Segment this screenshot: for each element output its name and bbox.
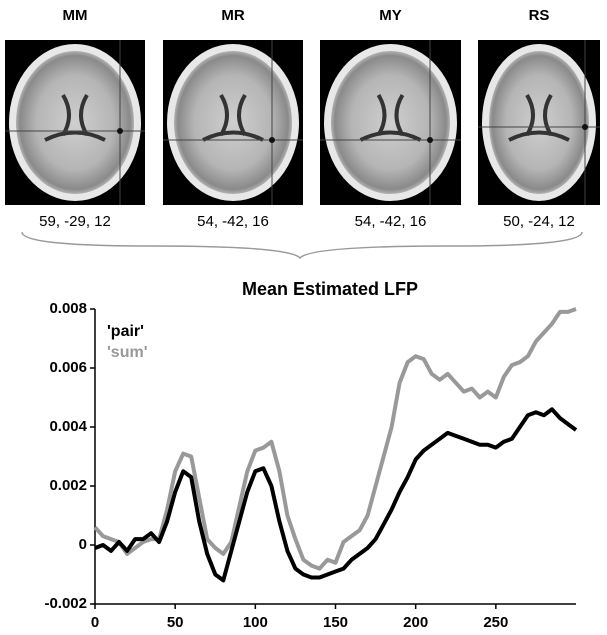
y-tick-label: -0.002 [44,595,87,612]
brain-label: MM [63,7,88,24]
crosshair-dot [427,137,433,143]
brain-tissue [174,51,292,194]
crosshair-dot [269,137,275,143]
x-tick-label: 150 [323,614,348,631]
x-tick-label: 100 [243,614,268,631]
series-line [95,309,576,569]
coordinates: 59, -29, 12 [39,213,111,230]
crosshair-dot [582,124,588,130]
y-tick-label: 0 [79,536,87,553]
y-tick-label: 0.008 [49,300,87,317]
x-tick-label: 50 [167,614,184,631]
brain-label: RS [529,7,550,24]
brace [22,232,582,258]
y-tick-label: 0.006 [49,359,87,376]
series-line [95,409,576,580]
y-tick-label: 0.004 [49,418,87,435]
legend-entry: 'pair' [107,323,144,340]
x-tick-label: 0 [91,614,99,631]
legend-entry: 'sum' [107,344,148,361]
chart-title: Mean Estimated LFP [242,279,418,299]
y-tick-label: 0.002 [49,477,87,494]
brain-tissue [489,51,589,194]
brain-tissue [331,51,450,194]
crosshair-dot [117,128,123,134]
brain-label: MR [221,7,244,24]
figure: MM 59, -29, 12 MR 54, -42, 16 MY 54, -42, 16 R… [0,0,607,635]
brain-tissue [16,51,134,194]
brain-label: MY [379,7,402,24]
x-tick-label: 250 [483,614,508,631]
coordinates: 54, -42, 16 [355,213,427,230]
coordinates: 54, -42, 16 [197,213,269,230]
coordinates: 50, -24, 12 [503,213,575,230]
x-tick-label: 200 [403,614,428,631]
